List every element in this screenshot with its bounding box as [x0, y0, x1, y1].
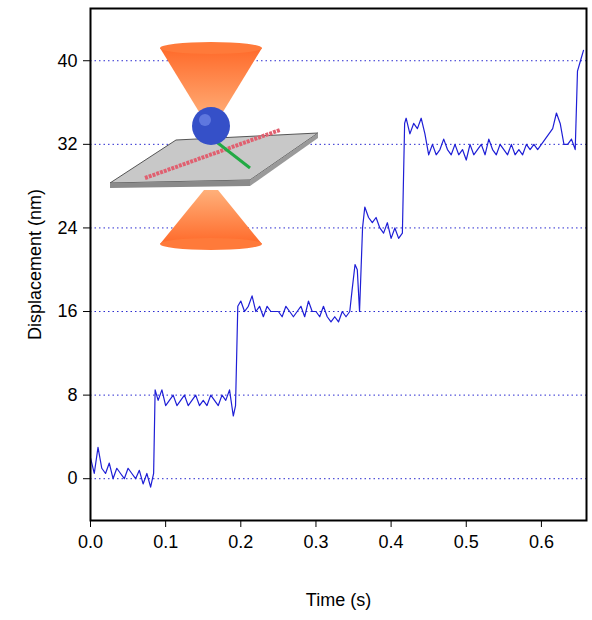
svg-text:24: 24 [57, 218, 77, 238]
svg-text:8: 8 [67, 385, 77, 405]
svg-text:0.2: 0.2 [228, 532, 253, 552]
svg-text:Displacement (nm): Displacement (nm) [25, 189, 45, 340]
svg-text:0: 0 [67, 468, 77, 488]
svg-text:0.3: 0.3 [303, 532, 328, 552]
svg-text:32: 32 [57, 134, 77, 154]
svg-text:0.5: 0.5 [454, 532, 479, 552]
svg-text:Time (s): Time (s) [306, 590, 371, 610]
svg-text:0.0: 0.0 [78, 532, 103, 552]
svg-text:0.4: 0.4 [379, 532, 404, 552]
svg-text:0.6: 0.6 [529, 532, 554, 552]
svg-text:16: 16 [57, 301, 77, 321]
svg-text:40: 40 [57, 51, 77, 71]
svg-text:0.1: 0.1 [153, 532, 178, 552]
